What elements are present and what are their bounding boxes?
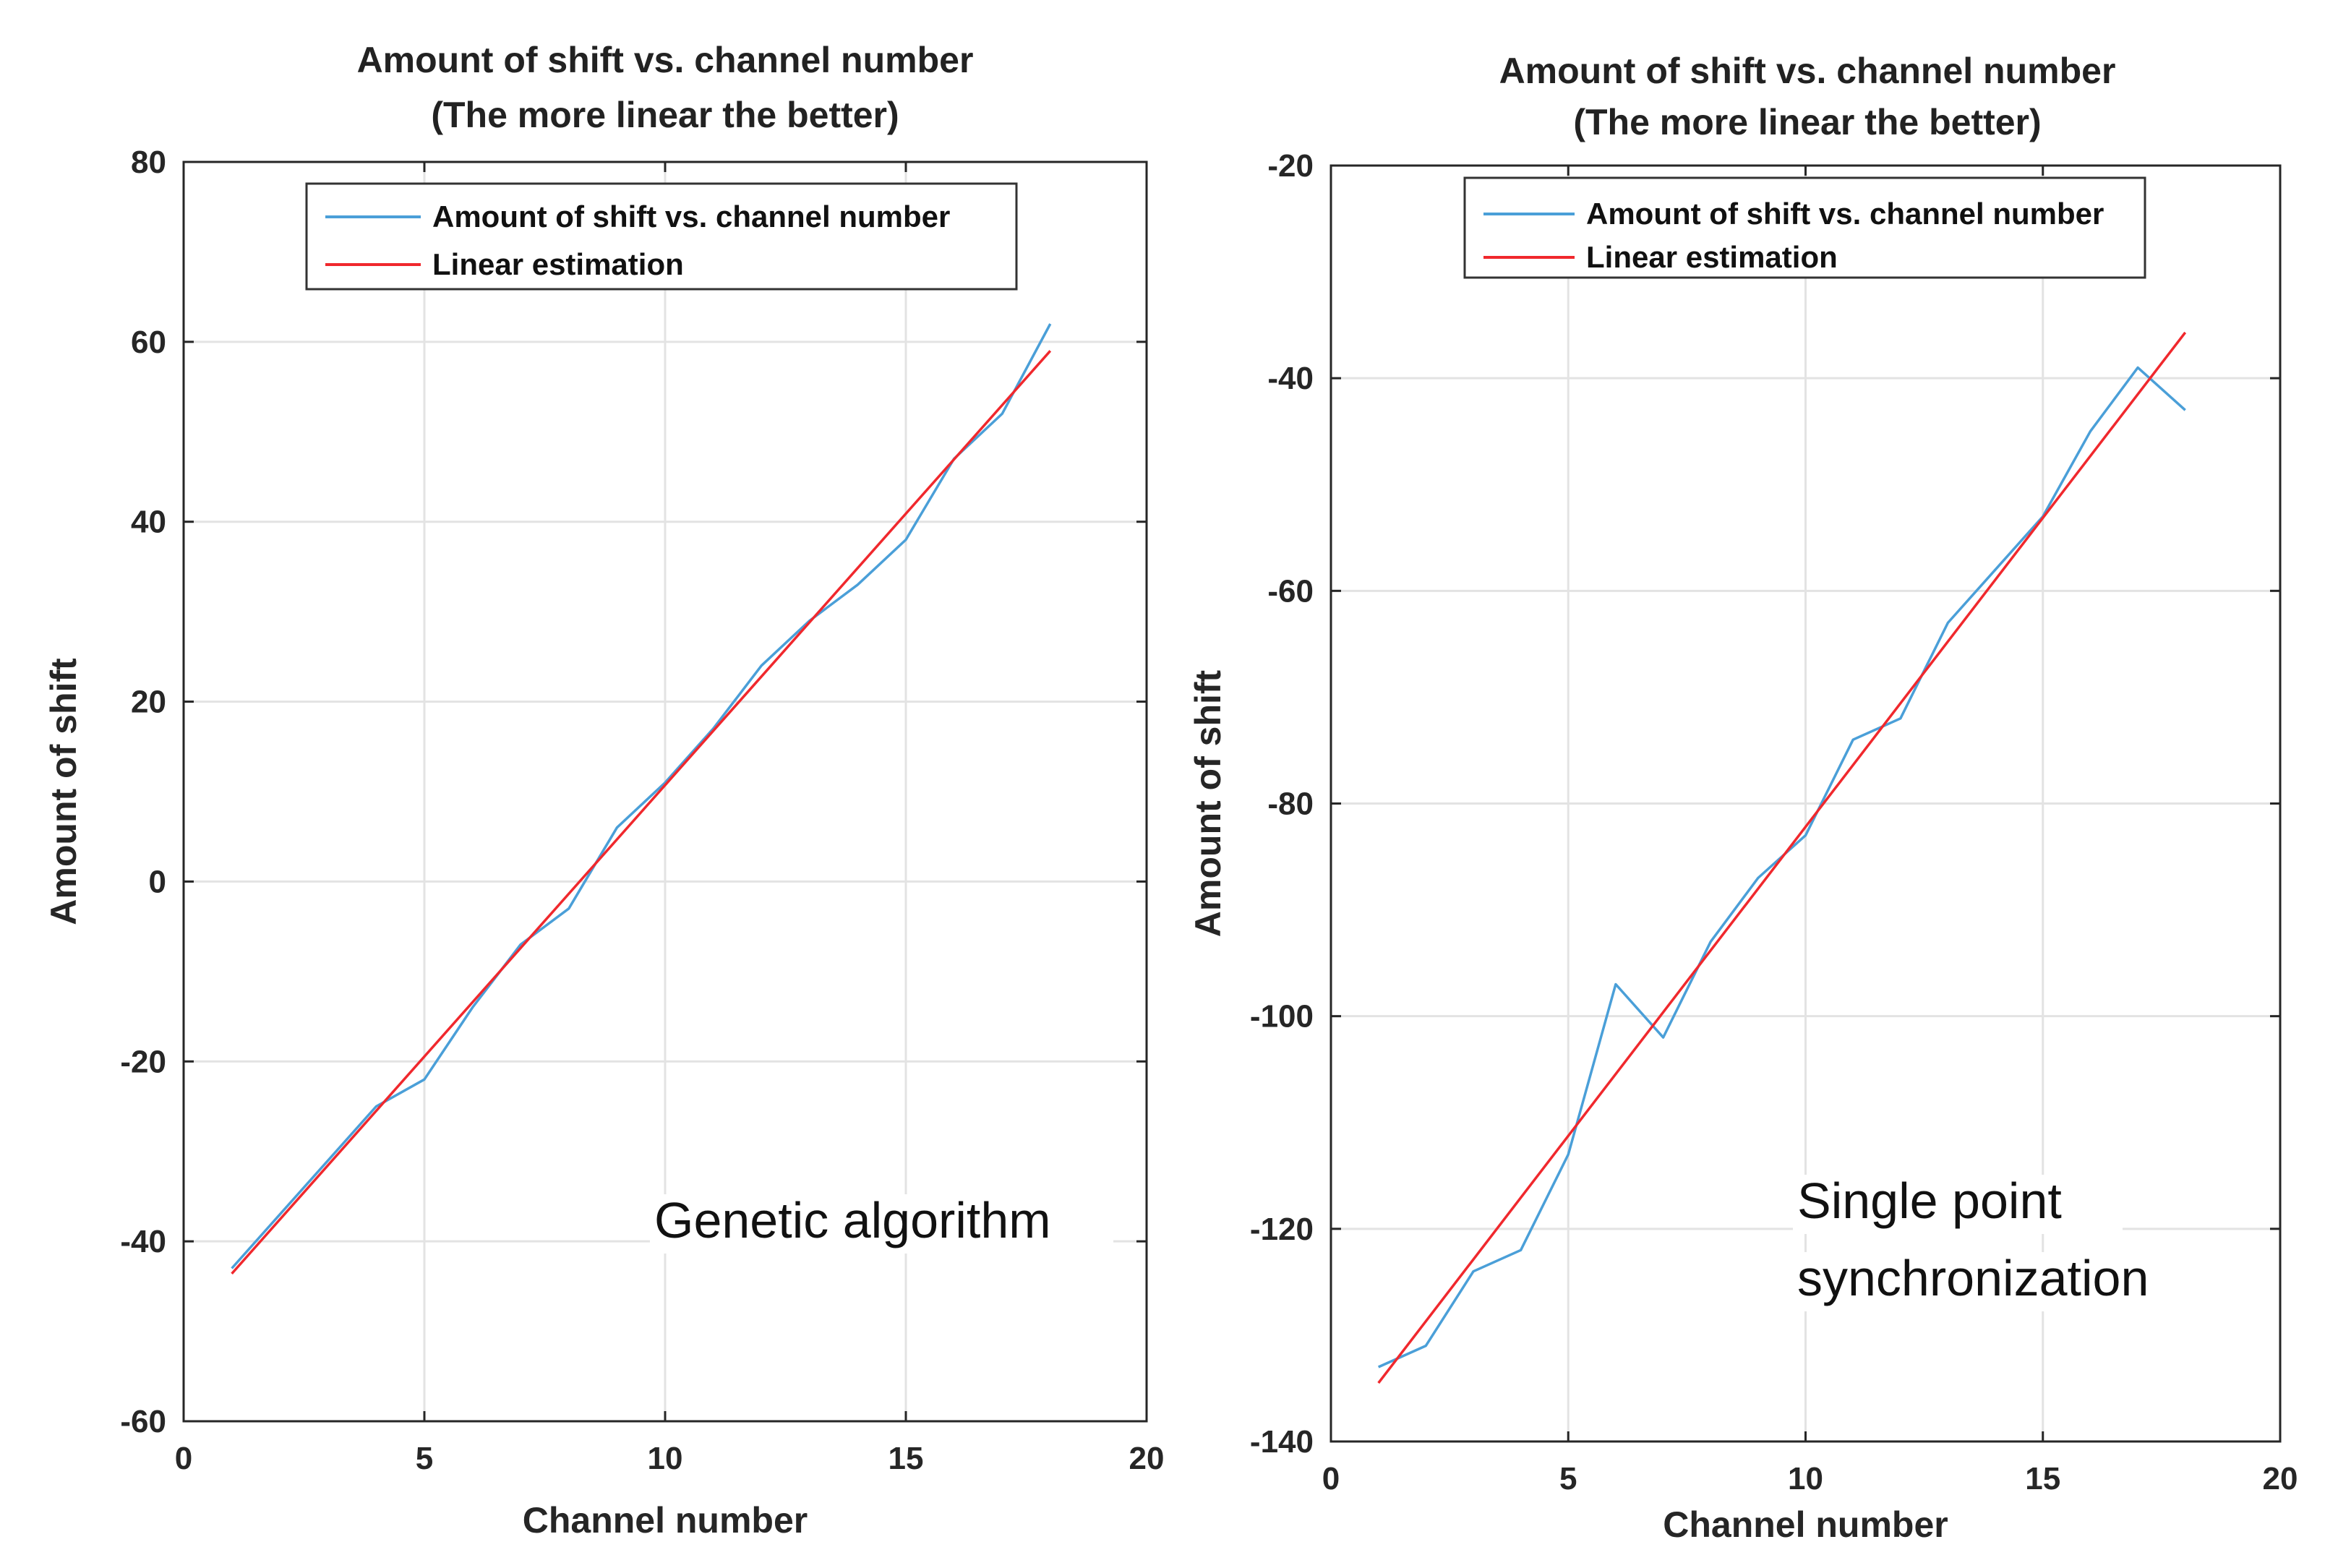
- legend-box: [305, 182, 1018, 291]
- linear-estimation-line: [231, 350, 1052, 1275]
- y-tick-label: 80: [131, 145, 166, 180]
- x-tick-label: 0: [175, 1441, 192, 1476]
- method-annotation: Genetic algorithm: [650, 1192, 1113, 1254]
- x-tick-label: 20: [1129, 1441, 1165, 1476]
- chart-subtitle: (The more linear the better): [431, 95, 899, 135]
- shift-data-line: [231, 323, 1052, 1269]
- annotation-text: synchronization: [1797, 1250, 2149, 1306]
- legend-entry: Amount of shift vs. channel number: [1586, 197, 2104, 231]
- method-annotation: Single point synchronization: [1793, 1173, 2203, 1311]
- y-tick-label: -60: [120, 1404, 166, 1439]
- annotation-background: [1793, 1175, 2123, 1234]
- x-tick-label: 15: [888, 1441, 924, 1476]
- x-tick-label: 5: [1559, 1461, 1577, 1496]
- y-tick-label: -120: [1250, 1212, 1314, 1247]
- y-tick-label: -60: [1267, 573, 1314, 609]
- y-tick-label: 0: [149, 864, 166, 899]
- legend-entry: Linear estimation: [432, 247, 684, 281]
- y-tick-label: 20: [131, 685, 166, 720]
- legend-box: [1463, 176, 2146, 279]
- right-chart-single-point-synchronization: 0 5 10 15 20 -140 -120 -100 -80 -60 -40 -20 Amount o…: [1188, 51, 2298, 1545]
- y-axis-label: Amount of shift: [1188, 669, 1228, 937]
- x-axis-label: Channel number: [523, 1500, 808, 1541]
- y-tick-label: -100: [1250, 999, 1314, 1034]
- annotation-text: Genetic algorithm: [654, 1192, 1051, 1248]
- y-tick-label: -20: [1267, 148, 1314, 184]
- chart-title: Amount of shift vs. channel number: [1499, 51, 2116, 91]
- y-axis-label: Amount of shift: [43, 658, 84, 925]
- legend-entry: Linear estimation: [1586, 240, 1838, 274]
- y-tick-label: -40: [1267, 361, 1314, 396]
- x-tick-label: 20: [2263, 1461, 2298, 1496]
- x-tick-label: 15: [2025, 1461, 2060, 1496]
- y-tick-label: -140: [1250, 1424, 1314, 1460]
- annotation-text: Single point: [1797, 1173, 2062, 1229]
- x-tick-label: 5: [416, 1441, 433, 1476]
- x-tick-label: 10: [648, 1441, 683, 1476]
- y-tick-label: 60: [131, 325, 166, 360]
- x-tick-label: 10: [1788, 1461, 1823, 1496]
- annotation-background: [1793, 1252, 2203, 1311]
- chart-subtitle: (The more linear the better): [1573, 102, 2041, 142]
- x-axis-label: Channel number: [1663, 1504, 1948, 1545]
- legend-entry: Amount of shift vs. channel number: [432, 200, 950, 234]
- y-tick-label: -40: [120, 1224, 166, 1259]
- chart-title: Amount of shift vs. channel number: [357, 40, 974, 80]
- y-tick-label: -20: [120, 1044, 166, 1079]
- y-tick-label: 40: [131, 505, 166, 540]
- annotation-background: [650, 1194, 1113, 1254]
- linear-estimation-line: [1377, 331, 2187, 1384]
- x-tick-label: 0: [1322, 1461, 1340, 1496]
- y-tick-label: -80: [1267, 787, 1314, 822]
- left-chart-genetic-algorithm: 0 5 10 15 20 -60 -40 -20 0 20 40 60 80 Amount of shif…: [43, 40, 1164, 1541]
